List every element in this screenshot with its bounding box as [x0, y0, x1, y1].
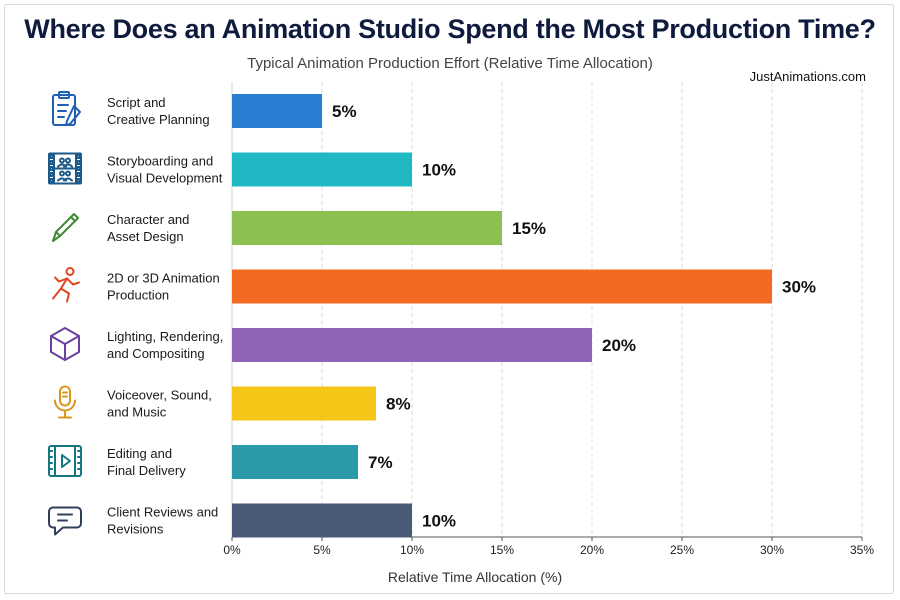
- category-label: and Music: [107, 405, 167, 420]
- category-label: Client Reviews and: [107, 505, 218, 520]
- category-label: Asset Design: [107, 229, 184, 244]
- chart-frame: [4, 4, 894, 594]
- x-tick-label: 25%: [670, 543, 694, 557]
- category-label: 2D or 3D Animation: [107, 271, 220, 286]
- source-label: JustAnimations.com: [749, 69, 866, 84]
- category-label: Voiceover, Sound,: [107, 388, 212, 403]
- cube-icon: [50, 327, 80, 361]
- value-label: 7%: [368, 453, 393, 472]
- clipboard-icon: [52, 91, 81, 126]
- category-label: Editing and: [107, 446, 172, 461]
- category-label: Storyboarding and: [107, 154, 213, 169]
- x-tick-label: 5%: [313, 543, 331, 557]
- speech-bubble-icon: [48, 506, 82, 536]
- category-label: Final Delivery: [107, 463, 186, 478]
- value-label: 5%: [332, 102, 357, 121]
- category-label: Revisions: [107, 522, 164, 537]
- microphone-icon: [54, 385, 76, 419]
- category-label: Visual Development: [107, 171, 223, 186]
- value-label: 20%: [602, 336, 636, 355]
- category-label: Lighting, Rendering,: [107, 329, 223, 344]
- value-label: 10%: [422, 161, 456, 180]
- bar: [232, 211, 502, 245]
- x-tick-label: 15%: [490, 543, 514, 557]
- running-figure-icon: [52, 267, 80, 303]
- bar: [232, 94, 322, 128]
- bar: [232, 503, 412, 538]
- bar: [232, 269, 772, 304]
- bar: [232, 328, 592, 362]
- value-label: 30%: [782, 278, 816, 297]
- pencil-icon: [52, 213, 79, 242]
- x-axis-title: Relative Time Allocation (%): [388, 569, 562, 585]
- chart-title: Where Does an Animation Studio Spend the…: [24, 14, 876, 44]
- category-label: Script and: [107, 95, 166, 110]
- value-label: 15%: [512, 219, 546, 238]
- x-tick-label: 0%: [223, 543, 241, 557]
- value-label: 10%: [422, 512, 456, 531]
- bar: [232, 152, 412, 187]
- category-label: Creative Planning: [107, 112, 210, 127]
- category-label: Production: [107, 288, 169, 303]
- x-tick-label: 35%: [850, 543, 874, 557]
- video-frame-icon: [48, 445, 82, 477]
- bar: [232, 386, 376, 421]
- x-tick-label: 30%: [760, 543, 784, 557]
- x-tick-label: 10%: [400, 543, 424, 557]
- film-strip-icon: [48, 152, 82, 185]
- x-tick-label: 20%: [580, 543, 604, 557]
- value-label: 8%: [386, 395, 411, 414]
- category-label: Character and: [107, 212, 189, 227]
- bar: [232, 445, 358, 479]
- category-label: and Compositing: [107, 346, 205, 361]
- chart-subtitle: Typical Animation Production Effort (Rel…: [247, 55, 653, 72]
